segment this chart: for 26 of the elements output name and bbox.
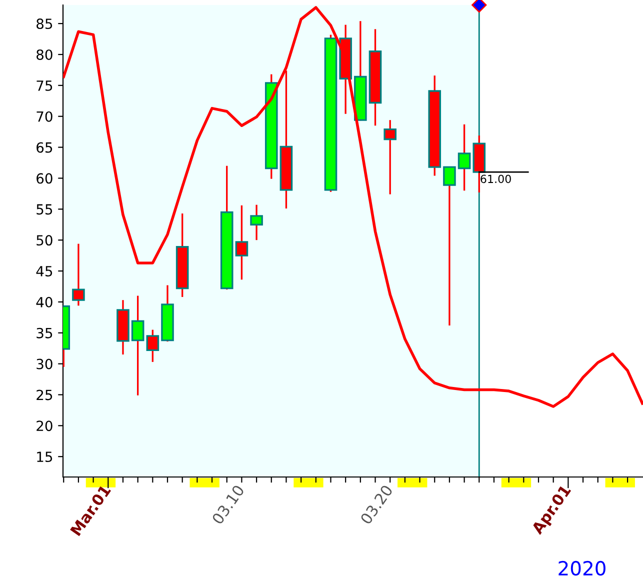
y-tick-label: 40	[36, 296, 52, 308]
y-tick-label: 35	[36, 328, 52, 338]
candlestick	[146, 328, 160, 363]
y-tick-label: 55	[36, 204, 52, 215]
y-tick-label: 45	[36, 266, 52, 276]
ref-line-label: 61.00	[480, 174, 511, 184]
y-tick-label: 60	[36, 173, 52, 184]
y-tick-label: 25	[36, 390, 52, 400]
y-tick-label: 80	[36, 49, 52, 60]
y-tick-label: 70	[36, 111, 52, 122]
y-tick-label: 50	[36, 235, 52, 246]
candlestick	[72, 242, 85, 306]
y-tick-label: 65	[36, 142, 52, 153]
candlestick	[235, 204, 248, 280]
candlestick	[443, 166, 456, 326]
y-tick-label: 20	[36, 420, 52, 432]
y-tick-label: 85	[36, 18, 52, 30]
y-tick-label: 30	[36, 358, 52, 370]
candlestick	[131, 294, 144, 396]
y-tick-label: 15	[37, 452, 52, 462]
candlestick	[458, 124, 471, 192]
y-tick-label: 75	[36, 80, 52, 91]
candlestick	[384, 119, 396, 196]
line-series	[63, 6, 643, 408]
candlestick	[250, 204, 263, 241]
text: 2020	[558, 560, 606, 576]
